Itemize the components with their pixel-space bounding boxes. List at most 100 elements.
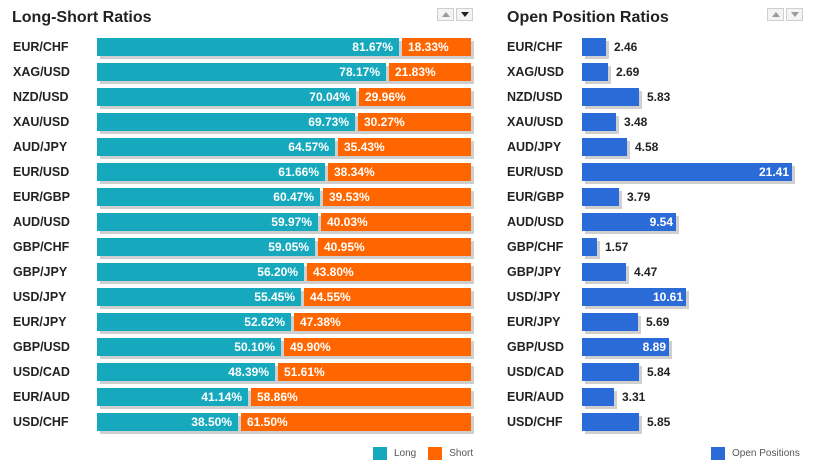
legend-swatch-short: [428, 447, 443, 460]
legend-item-long[interactable]: Long: [373, 447, 416, 460]
data-label-gbp-chf: 1.57: [605, 240, 629, 254]
long-short-legend: Long Short: [373, 447, 473, 460]
data-label-eur-usd: 21.41: [758, 165, 789, 179]
row-label-xag-usd: XAG/USD: [507, 65, 564, 79]
bar-short-eur-aud[interactable]: 58.86%: [251, 388, 471, 406]
data-label-gbp-usd: 8.89: [642, 340, 666, 354]
bar-long-aud-jpy[interactable]: 64.57%: [97, 138, 335, 156]
bar-open-positions-aud-usd[interactable]: 9.54: [582, 213, 676, 231]
bar-open-positions-gbp-usd[interactable]: 8.89: [582, 338, 669, 356]
bar-open-positions-gbp-chf[interactable]: [582, 238, 597, 256]
bar-short-xag-usd[interactable]: 21.83%: [389, 63, 471, 81]
sort-ascending-button[interactable]: [767, 8, 784, 21]
row-label-gbp-usd: GBP/USD: [507, 340, 564, 354]
bar-short-gbp-usd[interactable]: 49.90%: [284, 338, 471, 356]
row-label-eur-jpy: EUR/JPY: [507, 315, 561, 329]
bar-open-positions-aud-jpy[interactable]: [582, 138, 627, 156]
bar-long-eur-gbp[interactable]: 60.47%: [97, 188, 320, 206]
row-label-eur-chf: EUR/CHF: [13, 40, 69, 54]
bar-short-eur-jpy[interactable]: 47.38%: [294, 313, 471, 331]
row-label-eur-usd: EUR/USD: [507, 165, 564, 179]
legend-label-long: Long: [394, 448, 417, 459]
bar-long-aud-usd[interactable]: 59.97%: [97, 213, 318, 231]
bar-long-gbp-usd[interactable]: 50.10%: [97, 338, 281, 356]
row-label-gbp-chf: GBP/CHF: [507, 240, 564, 254]
bar-short-eur-gbp[interactable]: 39.53%: [323, 188, 471, 206]
open-position-title: Open Position Ratios: [507, 9, 669, 26]
bar-long-nzd-usd[interactable]: 70.04%: [97, 88, 356, 106]
row-label-gbp-jpy: GBP/JPY: [13, 265, 68, 279]
bar-open-positions-gbp-jpy[interactable]: [582, 263, 626, 281]
bar-open-positions-usd-chf[interactable]: [582, 413, 639, 431]
legend-swatch-open-positions: [711, 447, 725, 460]
data-label-usd-chf: 5.85: [647, 415, 671, 429]
bar-open-positions-eur-usd[interactable]: 21.41: [582, 163, 792, 181]
bar-long-usd-jpy[interactable]: 55.45%: [97, 288, 301, 306]
bar-long-eur-aud[interactable]: 41.14%: [97, 388, 248, 406]
legend-item-open-positions[interactable]: Open Positions: [711, 447, 800, 460]
bar-short-aud-jpy[interactable]: 35.43%: [338, 138, 471, 156]
bar-short-aud-usd[interactable]: 40.03%: [321, 213, 471, 231]
row-label-xau-usd: XAU/USD: [507, 115, 564, 129]
bar-short-eur-chf[interactable]: 18.33%: [402, 38, 471, 56]
row-label-aud-usd: AUD/USD: [13, 215, 70, 229]
row-label-eur-gbp: EUR/GBP: [507, 190, 564, 204]
bar-open-positions-eur-aud[interactable]: [582, 388, 614, 406]
open-position-chart: EUR/CHF 2.46 XAG/USD 2.69 NZD/USD 5.83 XAU/USD…: [497, 0, 827, 469]
bar-open-positions-xag-usd[interactable]: [582, 63, 608, 81]
legend-label-short: Short: [449, 448, 474, 459]
open-position-legend: Open Positions: [711, 447, 800, 460]
data-label-aud-jpy: 4.58: [635, 140, 659, 154]
bar-short-usd-chf[interactable]: 61.50%: [241, 413, 471, 431]
bar-long-eur-jpy[interactable]: 52.62%: [97, 313, 291, 331]
sort-ascending-button[interactable]: [437, 8, 454, 21]
long-short-chart: EUR/CHF 81.67% 18.33% XAG/USD 78.17% 21.83% NZ…: [13, 38, 474, 434]
data-label-usd-jpy: 10.61: [652, 290, 683, 304]
legend-item-short[interactable]: Short: [428, 447, 473, 460]
bar-short-eur-usd[interactable]: 38.34%: [328, 163, 471, 181]
bar-short-gbp-chf[interactable]: 40.95%: [318, 238, 471, 256]
row-label-usd-jpy: USD/JPY: [507, 290, 561, 304]
bar-open-positions-eur-chf[interactable]: [582, 38, 606, 56]
bar-short-xau-usd[interactable]: 30.27%: [358, 113, 471, 131]
long-short-panel: Long-Short Ratios EUR/CHF 81.67% 18.33% XAG…: [12, 8, 474, 460]
bar-short-usd-jpy[interactable]: 44.55%: [304, 288, 471, 306]
bar-long-eur-chf[interactable]: 81.67%: [97, 38, 399, 56]
triangle-up-icon: [441, 12, 450, 17]
row-label-eur-usd: EUR/USD: [13, 165, 70, 179]
row-label-nzd-usd: NZD/USD: [13, 90, 69, 104]
row-label-eur-aud: EUR/AUD: [507, 390, 564, 404]
bar-long-gbp-jpy[interactable]: 56.20%: [97, 263, 304, 281]
row-label-usd-cad: USD/CAD: [507, 365, 564, 379]
data-label-eur-aud: 3.31: [622, 390, 646, 404]
row-label-gbp-chf: GBP/CHF: [13, 240, 70, 254]
row-label-usd-cad: USD/CAD: [13, 365, 70, 379]
triangle-down-icon: [460, 12, 469, 17]
bar-open-positions-xau-usd[interactable]: [582, 113, 616, 131]
bar-short-gbp-jpy[interactable]: 43.80%: [307, 263, 471, 281]
row-label-eur-chf: EUR/CHF: [507, 40, 563, 54]
bar-long-eur-usd[interactable]: 61.66%: [97, 163, 325, 181]
bar-open-positions-eur-jpy[interactable]: [582, 313, 638, 331]
bar-short-nzd-usd[interactable]: 29.96%: [359, 88, 471, 106]
data-label-nzd-usd: 5.83: [647, 90, 671, 104]
row-label-gbp-jpy: GBP/JPY: [507, 265, 562, 279]
bar-long-gbp-chf[interactable]: 59.05%: [97, 238, 315, 256]
bar-short-usd-cad[interactable]: 51.61%: [278, 363, 471, 381]
bar-long-xau-usd[interactable]: 69.73%: [97, 113, 355, 131]
data-label-eur-gbp: 3.79: [627, 190, 651, 204]
legend-label-open-positions: Open Positions: [732, 448, 800, 459]
bar-open-positions-usd-jpy[interactable]: 10.61: [582, 288, 686, 306]
long-short-sort-control: [437, 8, 473, 21]
sort-descending-button[interactable]: [456, 8, 473, 21]
bar-long-usd-chf[interactable]: 38.50%: [97, 413, 238, 431]
data-label-usd-cad: 5.84: [647, 365, 671, 379]
data-label-xau-usd: 3.48: [624, 115, 648, 129]
bar-long-usd-cad[interactable]: 48.39%: [97, 363, 275, 381]
sort-descending-button[interactable]: [786, 8, 803, 21]
bar-open-positions-usd-cad[interactable]: [582, 363, 639, 381]
bar-open-positions-eur-gbp[interactable]: [582, 188, 619, 206]
bar-long-xag-usd[interactable]: 78.17%: [97, 63, 386, 81]
row-label-gbp-usd: GBP/USD: [13, 340, 70, 354]
bar-open-positions-nzd-usd[interactable]: [582, 88, 639, 106]
